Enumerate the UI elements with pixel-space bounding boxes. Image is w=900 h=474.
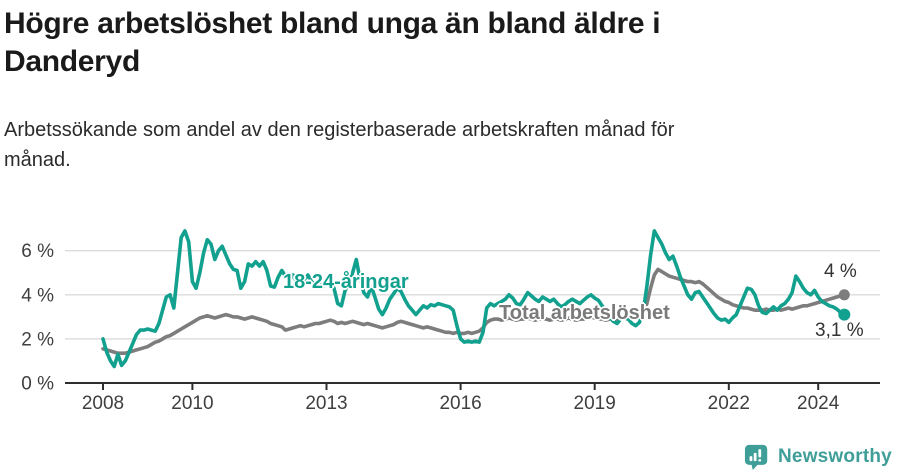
end-value-label-total: 4 %: [824, 261, 857, 282]
x-tick-label: 2010: [171, 393, 213, 414]
end-dot-total: [838, 289, 850, 301]
series-label-young: 18-24-åringar: [283, 271, 409, 293]
y-tick-label: 0 %: [21, 374, 54, 395]
x-tick-label: 2024: [797, 393, 840, 414]
line-total: [101, 267, 847, 356]
page-title-line1: Högre arbetslöshet bland unga än bland ä…: [4, 7, 661, 40]
ticklabel-group: 0 % 2 % 4 % 6 % 2008 2010 2013 2016 2019 2022 2024: [21, 241, 840, 414]
end-dot-young: [838, 308, 851, 321]
page-subtitle: Arbetssökande som andel av den registerb…: [4, 115, 844, 175]
series-label-total: Total arbetslöshet: [499, 302, 670, 324]
x-tick-label: 2016: [439, 393, 481, 414]
newsworthy-logo: Newsworthy: [744, 443, 892, 471]
x-tick-label: 2013: [305, 393, 347, 414]
newsworthy-icon: [744, 444, 768, 470]
page-title-line2: Danderyd: [4, 45, 140, 78]
newsworthy-wordmark: Newsworthy: [778, 446, 892, 467]
y-tick-label: 2 %: [21, 329, 54, 350]
page-subtitle-line1: Arbetssökande som andel av den registerb…: [4, 119, 675, 141]
page-subtitle-line2: månad.: [4, 149, 71, 171]
line-young: [101, 229, 847, 369]
y-tick-label: 4 %: [21, 285, 54, 306]
y-tick-label: 6 %: [21, 241, 54, 262]
page-title: Högre arbetslöshet bland unga än bland ä…: [4, 5, 834, 81]
series-group: [101, 229, 847, 369]
x-tick-label: 2022: [708, 393, 750, 414]
axis-group: [65, 382, 880, 390]
x-tick-label: 2008: [82, 393, 124, 414]
dot-group: [838, 289, 851, 321]
end-value-label-young: 3,1 %: [815, 320, 864, 341]
x-tick-label: 2019: [574, 393, 616, 414]
